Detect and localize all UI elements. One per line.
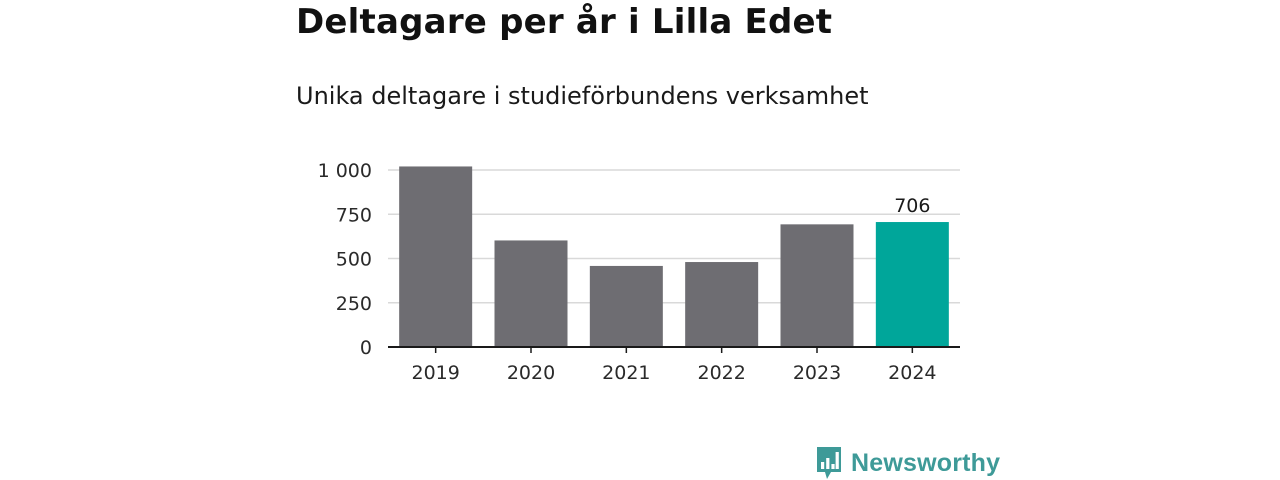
y-tick-label: 250	[336, 293, 372, 315]
x-tick-label: 2022	[697, 362, 745, 384]
bar	[589, 265, 663, 347]
x-tick-label: 2021	[602, 362, 650, 384]
y-tick-label: 500	[336, 249, 372, 271]
brand-name: Newsworthy	[851, 448, 1001, 477]
bar	[685, 262, 759, 347]
x-tick-label: 2020	[507, 362, 555, 384]
y-tick-label: 0	[360, 337, 372, 359]
x-tick-label: 2024	[888, 362, 936, 384]
newsworthy-logo: Newsworthy	[815, 446, 1000, 480]
x-tick-label: 2023	[793, 362, 841, 384]
chart-subtitle: Unika deltagare i studieförbundens verks…	[296, 82, 869, 110]
chart-title: Deltagare per år i Lilla Edet	[296, 2, 833, 42]
bar	[399, 166, 473, 347]
bar	[780, 224, 854, 347]
x-tick-label: 2019	[411, 362, 459, 384]
bar-chart-speech-bubble-icon	[817, 447, 841, 479]
y-tick-label: 1 000	[318, 160, 372, 182]
bar	[875, 222, 949, 347]
bar	[494, 240, 568, 347]
y-tick-label: 750	[336, 204, 372, 226]
data-label: 706	[894, 195, 930, 217]
